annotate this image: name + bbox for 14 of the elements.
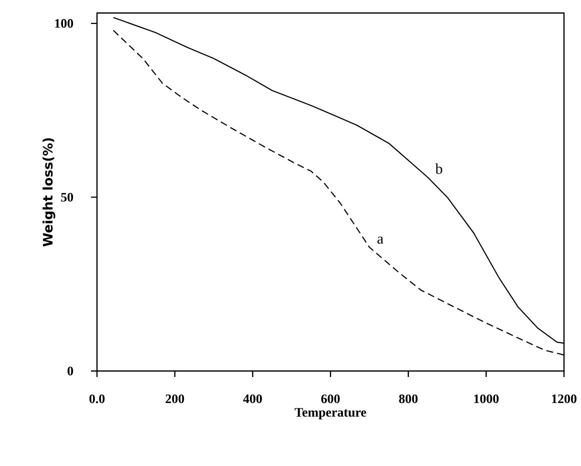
series-label: a (377, 236, 384, 244)
x-tick-label: 1200 (552, 394, 576, 404)
x-tick-label: 1000 (474, 394, 499, 404)
y-tick-label: 0 (68, 366, 74, 376)
x-tick-label: 600 (321, 394, 340, 404)
x-tick-label: 400 (243, 394, 262, 404)
y-tick-label: 50 (61, 192, 74, 202)
x-tick-label: 800 (399, 394, 418, 404)
x-tick-label: 200 (166, 394, 184, 404)
x-axis-title: Temperature (294, 408, 366, 420)
y-axis-title: Weight loss(%) (42, 138, 56, 247)
y-tick-label: 100 (55, 19, 74, 28)
x-tick-label: 0.0 (89, 394, 105, 404)
series-label: b (435, 163, 442, 174)
